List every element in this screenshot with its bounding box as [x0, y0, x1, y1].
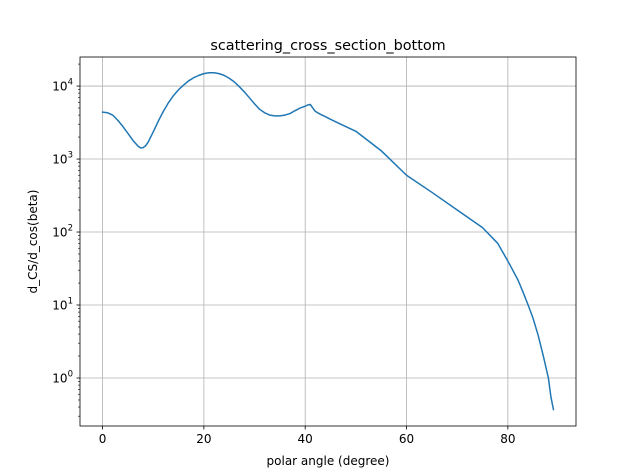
x-axis-ticks: 0 20 40 60 80 — [99, 426, 515, 446]
plot-area — [80, 57, 576, 426]
series-layer — [101, 72, 555, 411]
x-axis-label: polar angle (degree) — [267, 454, 390, 468]
y-tick-label: 101 — [52, 297, 73, 313]
x-tick-label: 60 — [399, 432, 414, 446]
x-tick-label: 20 — [196, 432, 211, 446]
y-gridlines — [80, 85, 576, 379]
y-tick-label: 104 — [52, 78, 73, 94]
y-tick-label: 102 — [52, 224, 73, 240]
chart-title: scattering_cross_section_bottom — [210, 38, 445, 54]
plot-frame — [79, 56, 577, 427]
series-line — [101, 72, 555, 411]
x-tick-label: 40 — [298, 432, 313, 446]
x-tick-label: 80 — [500, 432, 515, 446]
y-tick-label: 103 — [52, 151, 73, 167]
x-gridlines — [102, 57, 509, 426]
y-axis-ticks: 100 101 102 103 104 — [52, 63, 80, 417]
x-tick-label: 0 — [99, 432, 107, 446]
y-tick-label: 100 — [52, 370, 73, 386]
y-axis-label: d_CS/d_cos(beta) — [26, 190, 40, 294]
